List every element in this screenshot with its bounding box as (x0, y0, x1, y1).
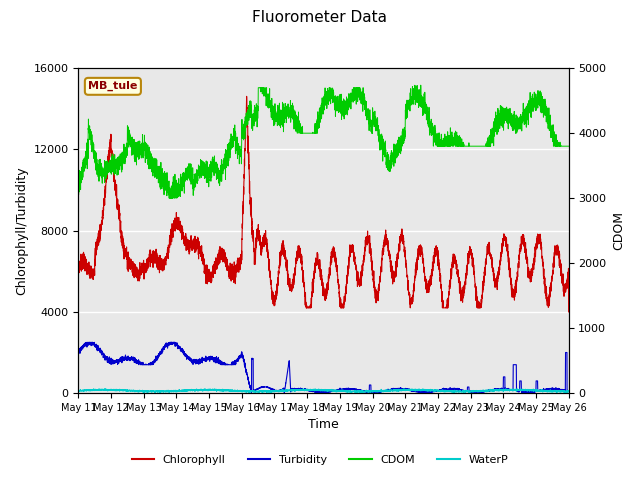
X-axis label: Time: Time (308, 419, 339, 432)
Text: Fluorometer Data: Fluorometer Data (253, 10, 387, 24)
Y-axis label: CDOM: CDOM (612, 211, 625, 250)
Y-axis label: Chlorophyll/Turbidity: Chlorophyll/Turbidity (15, 167, 28, 295)
Text: MB_tule: MB_tule (88, 81, 138, 92)
Legend: Chlorophyll, Turbidity, CDOM, WaterP: Chlorophyll, Turbidity, CDOM, WaterP (127, 451, 513, 469)
